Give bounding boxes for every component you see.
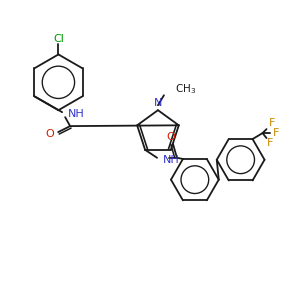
Text: Cl: Cl (53, 34, 64, 44)
Text: O: O (167, 132, 175, 142)
Text: F: F (269, 118, 276, 128)
Text: CH$_3$: CH$_3$ (175, 82, 196, 96)
Text: NH: NH (163, 155, 180, 165)
Text: NH: NH (68, 109, 85, 119)
Text: O: O (46, 129, 55, 139)
Text: F: F (273, 128, 280, 138)
Text: F: F (267, 138, 274, 148)
Text: N: N (154, 98, 162, 108)
